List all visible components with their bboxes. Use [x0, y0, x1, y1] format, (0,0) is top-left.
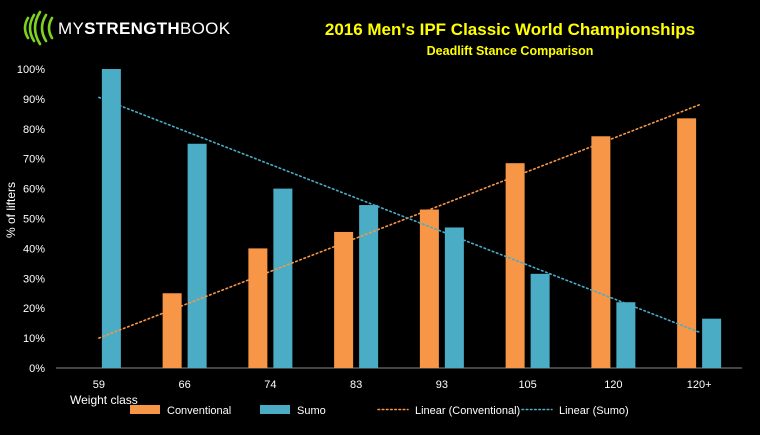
y-tick-label: 40%	[23, 243, 45, 255]
x-tick-label: 120+	[687, 379, 712, 391]
y-tick-label: 0%	[29, 363, 45, 375]
bar-sumo-120plus	[702, 318, 722, 368]
chart-title: 2016 Men's IPF Classic World Championshi…	[324, 20, 696, 39]
legend-label: Linear (Sumo)	[559, 405, 629, 417]
chart-subtitle: Deadlift Stance Comparison	[426, 44, 594, 58]
bar-conventional-120	[591, 136, 611, 368]
trendline-sumo	[98, 96, 700, 333]
y-tick-label: 50%	[23, 214, 45, 226]
bar-sumo-105	[530, 273, 550, 368]
bar-sumo-59	[101, 69, 121, 368]
trendline-conventional	[98, 104, 700, 339]
legend-swatch	[130, 405, 160, 414]
y-tick-label: 90%	[23, 94, 45, 106]
x-tick-label: 120	[604, 379, 622, 391]
x-tick-label: 66	[179, 379, 191, 391]
bar-conventional-83	[334, 231, 354, 368]
bar-sumo-120	[616, 302, 636, 368]
y-axis-label: % of lifters	[4, 182, 18, 238]
y-tick-label: 80%	[23, 124, 45, 136]
bar-sumo-66	[187, 143, 207, 368]
x-tick-label: 93	[436, 379, 448, 391]
bar-conventional-120plus	[677, 118, 697, 369]
legend-label: Linear (Conventional)	[415, 405, 520, 417]
legend: Conventional Sumo Linear (Conventional) Lin…	[130, 405, 629, 417]
x-tick-label: 105	[518, 379, 536, 391]
bar-sumo-83	[359, 205, 379, 368]
y-tick-label: 70%	[23, 154, 45, 166]
logo-wordmark: MYSTRENGTHBOOK	[58, 19, 231, 38]
legend-swatch	[260, 405, 290, 414]
logo	[23, 10, 54, 46]
y-tick-label: 100%	[17, 64, 45, 76]
bar-conventional-66	[162, 293, 182, 368]
legend-label: Conventional	[167, 405, 231, 417]
y-tick-label: 30%	[23, 273, 45, 285]
bar-conventional-105	[505, 163, 525, 368]
bar-sumo-93	[444, 227, 464, 368]
x-tick-label: 59	[93, 379, 105, 391]
x-axis-label: Weight class	[70, 393, 138, 407]
logo-icon	[23, 10, 54, 46]
bar-conventional-74	[248, 248, 268, 368]
y-tick-label: 60%	[23, 184, 45, 196]
y-tick-label: 20%	[23, 303, 45, 315]
bar-conventional-93	[419, 209, 439, 368]
y-tick-label: 10%	[23, 333, 45, 345]
x-tick-label: 83	[350, 379, 362, 391]
bar-sumo-74	[273, 188, 293, 368]
x-tick-label: 74	[264, 379, 276, 391]
legend-label: Sumo	[297, 405, 326, 417]
